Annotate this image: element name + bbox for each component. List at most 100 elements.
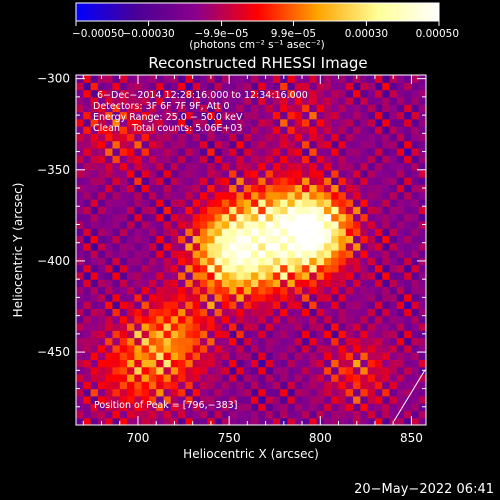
heatmap-pixel <box>90 373 99 382</box>
heatmap-pixel <box>170 293 179 302</box>
heatmap-pixel <box>170 315 179 324</box>
heatmap-pixel <box>192 104 201 113</box>
heatmap-pixel <box>323 410 332 419</box>
heatmap-pixel <box>97 293 106 302</box>
heatmap-pixel <box>214 381 223 390</box>
heatmap-pixel <box>112 308 121 317</box>
heatmap-pixel <box>229 75 238 83</box>
heatmap-pixel <box>141 381 150 390</box>
heatmap-pixel <box>396 352 405 360</box>
heatmap-pixel <box>214 322 223 331</box>
heatmap-pixel <box>229 344 238 353</box>
heatmap-pixel <box>148 198 157 207</box>
heatmap-pixel <box>331 359 340 368</box>
heatmap-pixel <box>309 140 318 149</box>
heatmap-pixel <box>112 403 121 412</box>
heatmap-pixel <box>236 75 245 83</box>
heatmap-pixel <box>389 322 398 331</box>
heatmap-pixel <box>243 286 252 295</box>
heatmap-pixel <box>353 133 361 142</box>
heatmap-pixel <box>302 257 310 266</box>
heatmap-pixel <box>265 235 274 244</box>
heatmap-pixel <box>83 395 92 404</box>
heatmap-pixel <box>316 213 325 222</box>
heatmap-pixel <box>258 82 267 91</box>
heatmap-pixel <box>221 147 230 156</box>
heatmap-pixel <box>404 257 413 266</box>
heatmap-pixel <box>280 242 289 251</box>
heatmap-pixel <box>185 373 194 382</box>
heatmap-pixel <box>148 403 157 412</box>
heatmap-pixel <box>411 344 420 353</box>
heatmap-pixel <box>127 104 135 113</box>
heatmap-pixel <box>360 264 369 273</box>
heatmap-pixel <box>367 271 376 280</box>
heatmap-pixel <box>360 395 369 404</box>
heatmap-pixel <box>170 82 179 91</box>
heatmap-pixel <box>229 235 238 244</box>
heatmap-pixel <box>83 344 92 353</box>
heatmap-pixel <box>76 162 84 171</box>
heatmap-pixel <box>411 118 420 127</box>
heatmap-pixel <box>309 162 318 171</box>
heatmap-pixel <box>229 220 238 229</box>
heatmap-pixel <box>243 315 252 324</box>
heatmap-pixel <box>323 264 332 273</box>
heatmap-pixel <box>229 111 238 120</box>
heatmap-pixel <box>265 155 274 164</box>
heatmap-pixel <box>207 257 216 266</box>
heatmap-pixel <box>192 89 201 98</box>
heatmap-pixel <box>331 279 340 288</box>
heatmap-pixel <box>374 293 383 302</box>
heatmap-pixel <box>338 133 347 142</box>
heatmap-pixel <box>76 206 84 215</box>
x-tick-label: 850 <box>400 431 423 445</box>
heatmap-pixel <box>309 82 318 91</box>
heatmap-pixel <box>404 104 413 113</box>
heatmap-pixel <box>112 359 121 368</box>
heatmap-pixel <box>163 279 172 288</box>
heatmap-pixel <box>163 337 172 346</box>
heatmap-pixel <box>221 352 230 360</box>
heatmap-pixel <box>316 162 325 171</box>
heatmap-pixel <box>192 220 201 229</box>
heatmap-pixel <box>214 228 223 237</box>
heatmap-pixel <box>90 366 99 375</box>
heatmap-pixel <box>316 184 325 193</box>
heatmap-pixel <box>353 155 361 164</box>
heatmap-pixel <box>97 177 106 185</box>
heatmap-pixel <box>251 242 259 251</box>
heatmap-pixel <box>374 373 383 382</box>
heatmap-pixel <box>90 403 99 412</box>
heatmap-pixel <box>141 75 150 83</box>
heatmap-pixel <box>265 395 274 404</box>
heatmap-pixel <box>221 206 230 215</box>
heatmap-pixel <box>353 89 361 98</box>
heatmap-pixel <box>83 155 92 164</box>
heatmap-pixel <box>221 279 230 288</box>
heatmap-pixel <box>214 177 223 185</box>
heatmap-pixel <box>316 235 325 244</box>
heatmap-pixel <box>345 206 354 215</box>
heatmap-pixel <box>251 330 259 339</box>
heatmap-pixel <box>178 403 186 412</box>
heatmap-pixel <box>83 213 92 222</box>
heatmap-pixel <box>207 381 216 390</box>
heatmap-pixel <box>360 381 369 390</box>
heatmap-pixel <box>236 198 245 207</box>
heatmap-pixel <box>83 417 92 425</box>
heatmap-pixel <box>221 410 230 419</box>
heatmap-pixel <box>97 264 106 273</box>
heatmap-pixel <box>243 308 252 317</box>
heatmap-pixel <box>221 198 230 207</box>
heatmap-pixel <box>302 359 310 368</box>
heatmap-pixel <box>112 330 121 339</box>
heatmap-pixel <box>345 155 354 164</box>
heatmap-pixel <box>360 271 369 280</box>
colorbar <box>75 2 440 22</box>
heatmap-pixel <box>309 352 318 360</box>
heatmap-pixel <box>374 147 383 156</box>
heatmap-pixel <box>199 330 208 339</box>
heatmap-pixel <box>97 191 106 200</box>
heatmap-pixel <box>134 104 143 113</box>
